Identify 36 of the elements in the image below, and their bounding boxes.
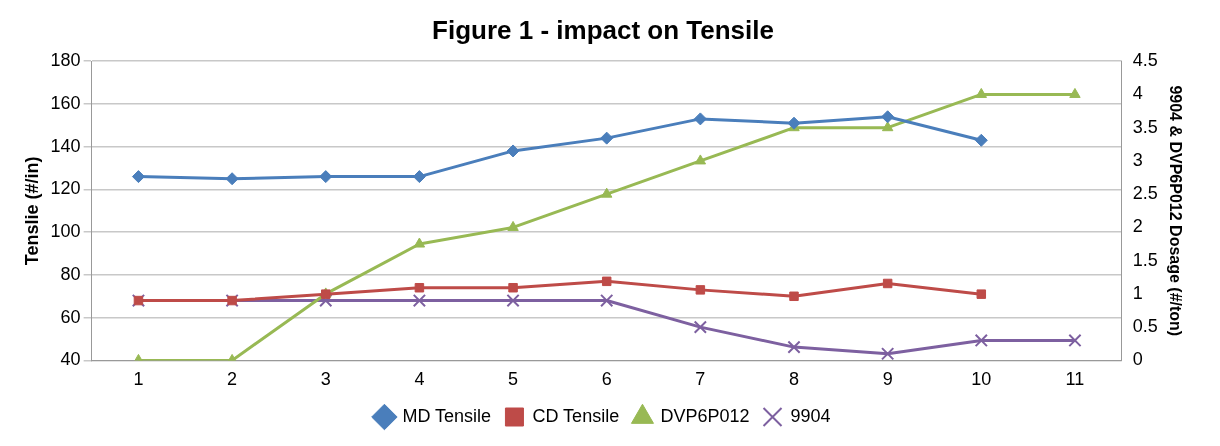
x-tick-label: 2 <box>227 369 238 390</box>
y2-tick-label: 1.5 <box>1132 249 1158 270</box>
x-tick-label: 7 <box>695 369 706 390</box>
y-tick-label: 120 <box>50 178 81 199</box>
y-tick-label: 160 <box>50 92 81 113</box>
y-tick-label: 100 <box>50 221 81 242</box>
y2-tick-label: 0.5 <box>1132 316 1158 337</box>
x-tick-label: 11 <box>1065 369 1085 390</box>
y-tick-label: 80 <box>60 263 81 284</box>
x-tick-label: 1 <box>133 369 144 390</box>
y2-axis-title: 9904 & DVP6P012 Dosage (#/ton) <box>1166 85 1184 337</box>
y-tick-label: 180 <box>50 50 81 71</box>
y2-tick-label: 3 <box>1132 149 1143 170</box>
legend-label: 9904 <box>790 405 831 426</box>
x-tick-label: 4 <box>414 369 425 390</box>
legend-label: DVP6P012 <box>660 405 750 426</box>
y2-tick-label: 3.5 <box>1132 116 1158 137</box>
x-tick-label: 8 <box>789 369 800 390</box>
legend-label: CD Tensile <box>532 405 620 426</box>
chart-title: Figure 1 - impact on Tensile <box>432 14 774 45</box>
y-axis-title: Tenslie (#/in) <box>21 156 42 266</box>
x-tick-label: 3 <box>320 369 331 390</box>
y2-tick-label: 4.5 <box>1132 50 1158 71</box>
y2-tick-label: 0 <box>1132 349 1143 370</box>
legend-label: MD Tensile <box>402 405 492 426</box>
y2-tick-label: 1 <box>1132 282 1143 303</box>
x-tick-label: 10 <box>971 369 992 390</box>
x-tick-label: 9 <box>882 369 893 390</box>
y-tick-label: 140 <box>50 135 81 156</box>
y-tick-label: 60 <box>60 306 81 327</box>
y2-tick-label: 4 <box>1132 83 1143 104</box>
x-tick-label: 5 <box>508 369 519 390</box>
x-tick-label: 6 <box>601 369 612 390</box>
y2-tick-label: 2 <box>1132 216 1143 237</box>
y2-tick-label: 2.5 <box>1132 183 1158 204</box>
y-tick-label: 40 <box>60 349 81 370</box>
